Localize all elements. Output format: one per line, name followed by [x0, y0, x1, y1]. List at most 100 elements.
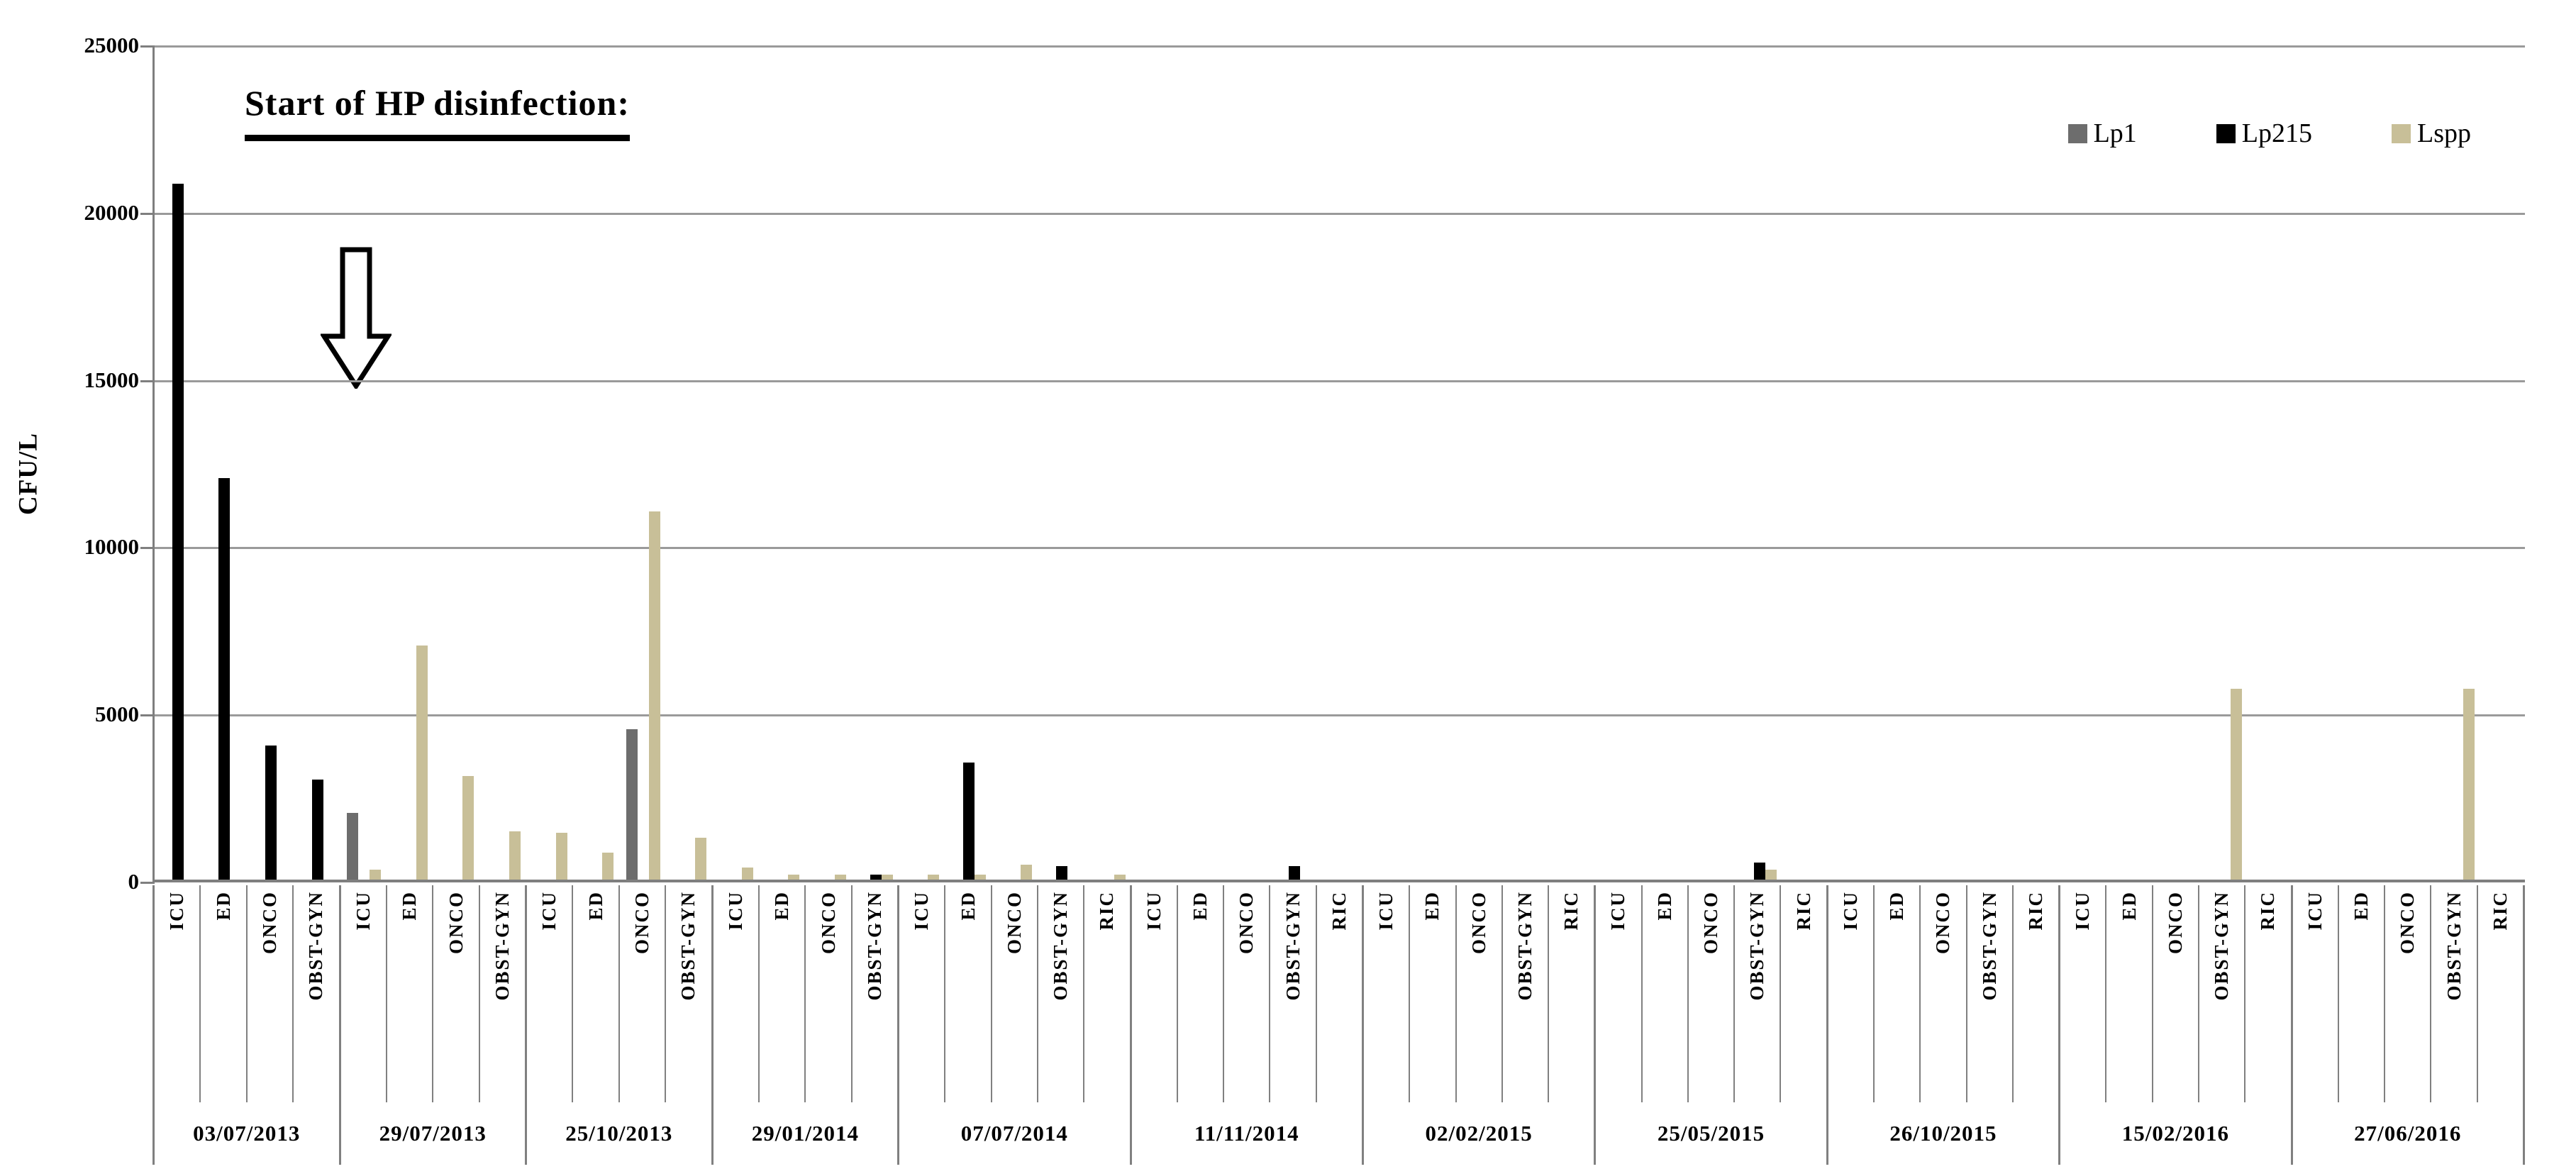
bar-lp215: [1055, 866, 1067, 880]
ward-label: OBST-GYN: [1978, 891, 2000, 1001]
ward-label: RIC: [2025, 891, 2047, 931]
ward-label: RIC: [2257, 891, 2279, 931]
ward-cell: RIC: [2245, 885, 2290, 1102]
ward-label: ED: [957, 891, 979, 921]
ward-label: ONCO: [817, 891, 839, 954]
date-label: 26/10/2015: [1889, 1121, 1997, 1146]
ward-cell: ONCO: [992, 885, 1038, 1102]
date-label: 07/07/2014: [960, 1121, 1068, 1146]
bar-lp1: [626, 729, 638, 880]
bar-lspp: [788, 875, 800, 880]
bar-lspp: [555, 833, 567, 880]
bar-lspp: [509, 831, 521, 880]
ward-label: ONCO: [2164, 891, 2186, 954]
bar-lp215: [1753, 863, 1765, 880]
bar-lp215: [311, 780, 323, 880]
bar-lspp: [2463, 689, 2475, 880]
ward-cell: ED: [573, 885, 620, 1102]
legend-label: Lp215: [2241, 118, 2312, 148]
ward-cell: RIC: [1317, 885, 1362, 1102]
ward-label: OBST-GYN: [1746, 891, 1768, 1001]
ward-label: RIC: [1560, 891, 1582, 931]
bar-lspp: [974, 875, 986, 880]
date-group: ICU ED ONCO OBST-GYN RIC 11/11/2014: [1132, 885, 1364, 1165]
ward-cell: OBST-GYN: [1735, 885, 1782, 1102]
ward-cell: RIC: [1549, 885, 1594, 1102]
ward-cell: ONCO: [1224, 885, 1271, 1102]
ward-label: ICU: [352, 891, 374, 931]
ward-cell: OBST-GYN: [1503, 885, 1550, 1102]
ward-cell: ICU: [2293, 885, 2339, 1102]
ward-cell: ICU: [714, 885, 760, 1102]
y-tick-mark: [140, 45, 155, 48]
ward-cell: OBST-GYN: [2199, 885, 2246, 1102]
down-arrow-icon: [319, 247, 393, 392]
bar-lspp: [1114, 875, 1126, 880]
ward-cell: RIC: [2014, 885, 2058, 1102]
y-tick-label: 0: [128, 869, 140, 894]
ward-cell: ED: [2106, 885, 2153, 1102]
ward-cell: ICU: [155, 885, 201, 1102]
ward-label: ED: [1653, 891, 1675, 921]
ward-label-row: ICU ED ONCO OBST-GYN RIC: [1828, 885, 2058, 1102]
ward-cell: RIC: [1781, 885, 1826, 1102]
ward-label: OBST-GYN: [863, 891, 885, 1001]
ward-label: ICU: [911, 891, 933, 931]
bar-lp215: [1288, 866, 1300, 880]
ward-label: ONCO: [2397, 891, 2419, 954]
ward-label: OBST-GYN: [2211, 891, 2233, 1001]
legend-swatch-icon: [2392, 123, 2411, 143]
ward-cell: ED: [1410, 885, 1457, 1102]
plot-area: [140, 45, 2525, 884]
date-group: ICU ED ONCO OBST-GYN RIC 25/05/2015: [1596, 885, 1828, 1165]
ward-label: ICU: [1375, 891, 1397, 931]
date-group: ICU ED ONCO OBST-GYN 25/10/2013: [527, 885, 714, 1165]
gridline: [155, 714, 2525, 717]
ward-label: ICU: [1839, 891, 1861, 931]
y-tick-mark: [140, 212, 155, 215]
ward-label: RIC: [1792, 891, 1814, 931]
y-tick-label: 15000: [84, 367, 140, 392]
date-label: 03/07/2013: [193, 1121, 301, 1146]
legend-swatch-icon: [2216, 123, 2236, 143]
bar-lspp: [741, 868, 753, 880]
legend-item: Lspp: [2392, 118, 2471, 149]
bar-lp215: [172, 184, 184, 880]
y-tick-mark: [140, 547, 155, 550]
legend-label: Lp1: [2093, 118, 2137, 148]
ward-label: OBST-GYN: [1282, 891, 1304, 1001]
ward-label: RIC: [2489, 891, 2511, 931]
ward-cell: ED: [945, 885, 992, 1102]
ward-cell: ED: [201, 885, 248, 1102]
y-tick-label: 5000: [95, 702, 139, 727]
date-group: ICU ED ONCO OBST-GYN 29/07/2013: [341, 885, 528, 1165]
ward-cell: ONCO: [806, 885, 853, 1102]
ward-label: OBST-GYN: [1514, 891, 1536, 1001]
ward-label: ONCO: [1932, 891, 1954, 954]
bar-lspp: [928, 875, 940, 880]
bar-lp1: [347, 813, 359, 880]
ward-label-row: ICU ED ONCO OBST-GYN: [714, 885, 898, 1102]
ward-label: OBST-GYN: [1050, 891, 1072, 1001]
legend-item: Lp215: [2216, 118, 2312, 149]
bar-lspp: [370, 870, 382, 880]
date-label: 27/06/2016: [2354, 1121, 2462, 1146]
ward-label-row: ICU ED ONCO OBST-GYN: [155, 885, 339, 1102]
ward-cell: ONCO: [433, 885, 480, 1102]
ward-cell: ONCO: [2385, 885, 2432, 1102]
ward-cell: OBST-GYN: [853, 885, 897, 1102]
ward-cell: ICU: [1132, 885, 1178, 1102]
y-tick-label: 10000: [84, 534, 140, 560]
ward-label-row: ICU ED ONCO OBST-GYN RIC: [1596, 885, 1826, 1102]
y-tick-mark: [140, 379, 155, 382]
date-label: 29/01/2014: [751, 1121, 859, 1146]
ward-cell: ED: [2339, 885, 2386, 1102]
ward-label: ED: [212, 891, 234, 921]
ward-label-row: ICU ED ONCO OBST-GYN RIC: [899, 885, 1129, 1102]
ward-cell: ED: [1643, 885, 1689, 1102]
ward-label: ED: [399, 891, 421, 921]
ward-label-row: ICU ED ONCO OBST-GYN RIC: [2060, 885, 2290, 1102]
ward-label-row: ICU ED ONCO OBST-GYN: [527, 885, 711, 1102]
date-label: 11/11/2014: [1194, 1121, 1299, 1146]
bar-lspp: [1021, 865, 1033, 880]
